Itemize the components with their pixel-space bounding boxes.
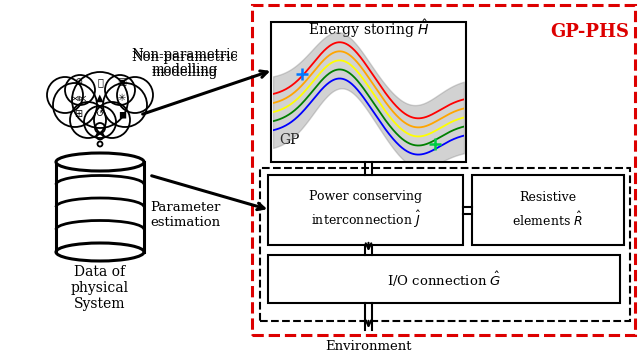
Text: Resistive
elements $\hat{R}$: Resistive elements $\hat{R}$ [513, 191, 584, 229]
Circle shape [65, 75, 95, 105]
Text: Data of
physical
System: Data of physical System [71, 265, 129, 312]
Text: ▣: ▣ [117, 77, 127, 87]
Text: ⋊⋉: ⋊⋉ [70, 93, 86, 103]
Text: Environment: Environment [325, 340, 412, 353]
Text: ◼: ◼ [118, 109, 126, 119]
Text: ↺: ↺ [96, 109, 104, 119]
Text: Power conserving
interconnection $\hat{J}$: Power conserving interconnection $\hat{J… [309, 190, 422, 230]
Text: Non-parametric
modelling: Non-parametric modelling [132, 48, 238, 76]
Bar [56, 162, 144, 252]
Text: ⊛: ⊛ [74, 77, 82, 87]
Circle shape [105, 75, 135, 105]
Circle shape [97, 142, 102, 147]
Circle shape [84, 106, 116, 138]
Circle shape [95, 123, 105, 133]
Text: ⊞: ⊞ [74, 109, 82, 119]
Text: ✳: ✳ [118, 93, 126, 103]
Text: ▲: ▲ [96, 93, 104, 103]
Circle shape [72, 72, 128, 128]
Circle shape [94, 102, 130, 138]
Text: Parameter
estimation: Parameter estimation [150, 201, 220, 229]
Bar [271, 22, 466, 162]
Circle shape [103, 83, 147, 127]
Bar [268, 175, 463, 245]
Circle shape [97, 132, 104, 139]
Circle shape [117, 77, 153, 113]
Circle shape [70, 102, 106, 138]
Bar [472, 175, 624, 245]
Text: 💡: 💡 [97, 77, 103, 87]
Circle shape [53, 83, 97, 127]
Circle shape [47, 77, 83, 113]
Bar [260, 168, 630, 321]
Ellipse shape [56, 153, 144, 171]
Text: Non-parametric
modelling: Non-parametric modelling [132, 51, 238, 79]
Text: Energy storing $\hat{H}$: Energy storing $\hat{H}$ [308, 18, 429, 40]
Text: I/O connection $\hat{G}$: I/O connection $\hat{G}$ [387, 269, 501, 288]
Text: GP-PHS: GP-PHS [550, 23, 629, 41]
Ellipse shape [56, 243, 144, 261]
Text: GP: GP [279, 133, 299, 147]
Bar [268, 255, 620, 303]
